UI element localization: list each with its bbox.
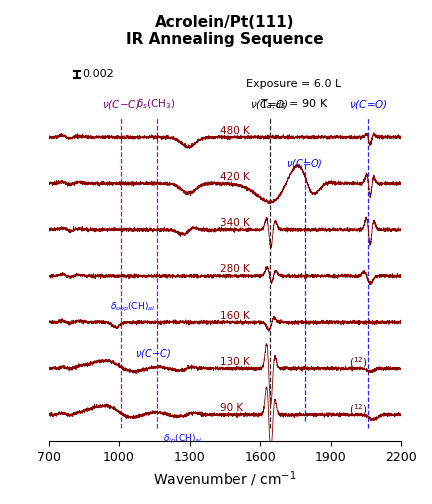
Text: $\nu$(C$-$C): $\nu$(C$-$C): [135, 347, 171, 360]
Text: 480 K: 480 K: [220, 125, 250, 136]
Text: ($^{12}$): ($^{12}$): [349, 355, 368, 370]
Text: 130 K: 130 K: [220, 357, 250, 367]
Text: $\delta_s$(CH$_3$): $\delta_s$(CH$_3$): [136, 97, 175, 111]
Text: 420 K: 420 K: [220, 172, 250, 182]
Text: $\nu$(C=O): $\nu$(C=O): [349, 98, 388, 111]
Text: $\delta_{oop}$(CH)$_{al}$: $\delta_{oop}$(CH)$_{al}$: [110, 301, 155, 314]
Text: 90 K: 90 K: [220, 403, 243, 413]
Text: 280 K: 280 K: [220, 264, 250, 274]
Title: Acrolein/Pt(111)
IR Annealing Sequence: Acrolein/Pt(111) IR Annealing Sequence: [126, 15, 324, 47]
Text: 160 K: 160 K: [220, 310, 250, 321]
X-axis label: Wavenumber / cm$^{-1}$: Wavenumber / cm$^{-1}$: [153, 469, 296, 489]
Text: $\nu$(C$-$C): $\nu$(C$-$C): [102, 98, 140, 111]
Text: 0.002: 0.002: [82, 70, 114, 80]
Text: $\nu$(C=O): $\nu$(C=O): [250, 98, 289, 111]
Text: 340 K: 340 K: [220, 218, 250, 228]
Text: $\delta_{ip}$(CH)$_{al}$: $\delta_{ip}$(CH)$_{al}$: [163, 433, 202, 446]
Text: Exposure = 6.0 L: Exposure = 6.0 L: [246, 79, 341, 89]
Text: T$_{a,ds}$ = 90 K: T$_{a,ds}$ = 90 K: [260, 98, 329, 113]
Text: $\nu$(C=O): $\nu$(C=O): [286, 157, 323, 170]
Text: ($^{12}$): ($^{12}$): [349, 402, 368, 416]
